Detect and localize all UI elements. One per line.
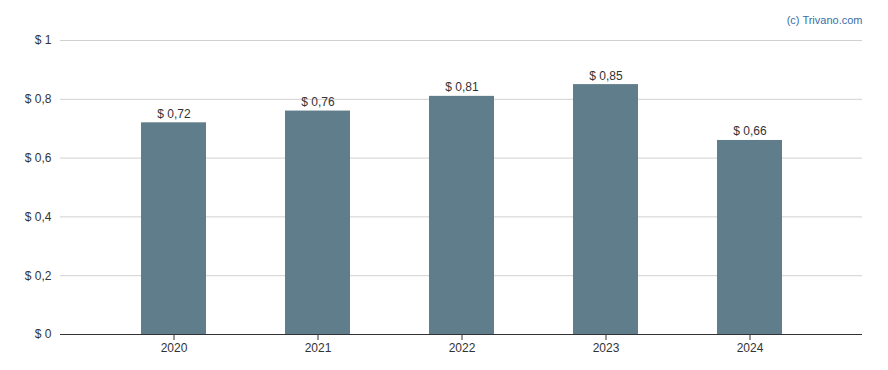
svg-text:2023: 2023	[593, 341, 620, 355]
svg-text:$ 0,4: $ 0,4	[25, 210, 52, 224]
svg-text:(c) Trivano.com: (c) Trivano.com	[787, 14, 863, 26]
svg-text:$ 0,66: $ 0,66	[733, 124, 767, 138]
svg-text:$ 1: $ 1	[35, 33, 52, 47]
svg-text:$ 0: $ 0	[35, 327, 52, 341]
svg-text:2022: 2022	[449, 341, 476, 355]
svg-text:$ 0,72: $ 0,72	[157, 107, 191, 121]
svg-text:$ 0,81: $ 0,81	[445, 80, 479, 94]
svg-text:$ 0,85: $ 0,85	[589, 69, 623, 83]
svg-text:$ 0,2: $ 0,2	[25, 269, 52, 283]
svg-text:$ 0,6: $ 0,6	[25, 151, 52, 165]
svg-text:2024: 2024	[737, 341, 764, 355]
svg-text:$ 0,76: $ 0,76	[301, 95, 335, 109]
svg-text:$ 0,8: $ 0,8	[25, 92, 52, 106]
svg-text:2020: 2020	[161, 341, 188, 355]
svg-text:2021: 2021	[305, 341, 332, 355]
